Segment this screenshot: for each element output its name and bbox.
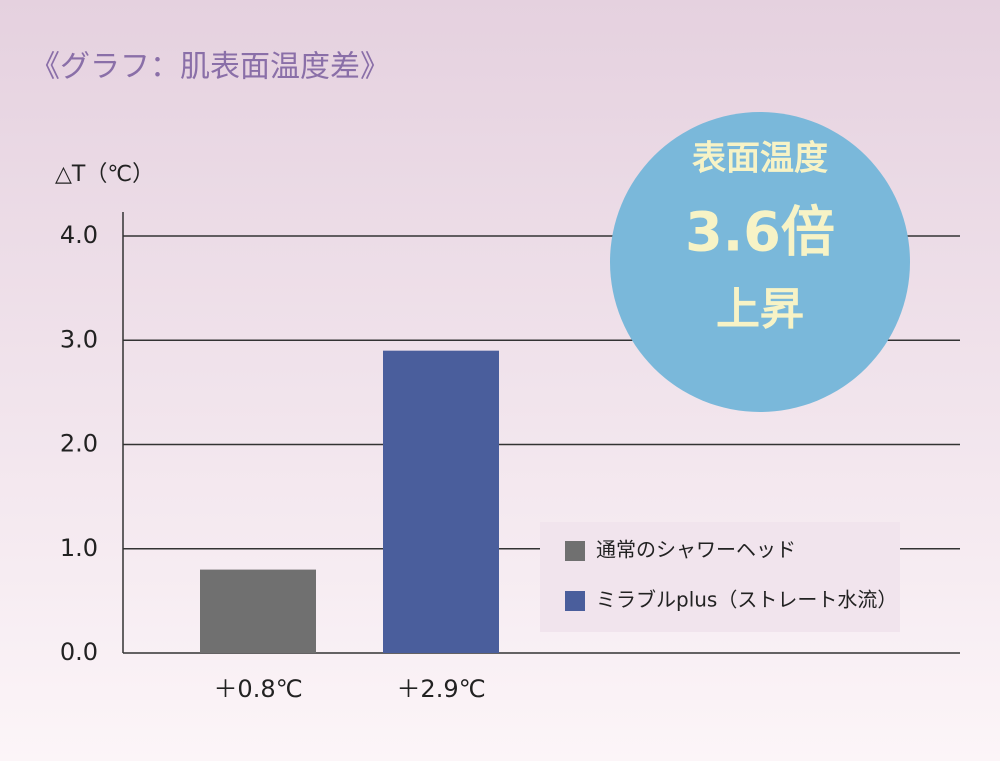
badge-text: 3.6倍 <box>685 201 835 264</box>
bar <box>383 350 499 653</box>
legend-label: ミラブルplus（ストレート水流） <box>596 588 897 612</box>
value-label: ＋0.8℃ <box>213 675 302 703</box>
y-tick-label: 0.0 <box>60 638 98 666</box>
badge <box>610 112 910 412</box>
chart-title: 《グラフ：肌表面温度差》 <box>30 50 390 85</box>
bar <box>200 569 316 653</box>
y-tick-label: 1.0 <box>60 534 98 562</box>
legend-swatch <box>565 591 585 611</box>
legend-label: 通常のシャワーヘッド <box>596 538 796 562</box>
y-tick-label: 4.0 <box>60 221 98 249</box>
legend-box <box>540 522 900 632</box>
badge-text: 表面温度 <box>692 139 828 179</box>
y-axis-label: △T（℃） <box>55 162 154 187</box>
y-tick-label: 3.0 <box>60 325 98 353</box>
badge-text: 上昇 <box>716 284 804 335</box>
value-label: ＋2.9℃ <box>396 675 485 703</box>
legend-swatch <box>565 541 585 561</box>
y-tick-label: 2.0 <box>60 430 98 458</box>
